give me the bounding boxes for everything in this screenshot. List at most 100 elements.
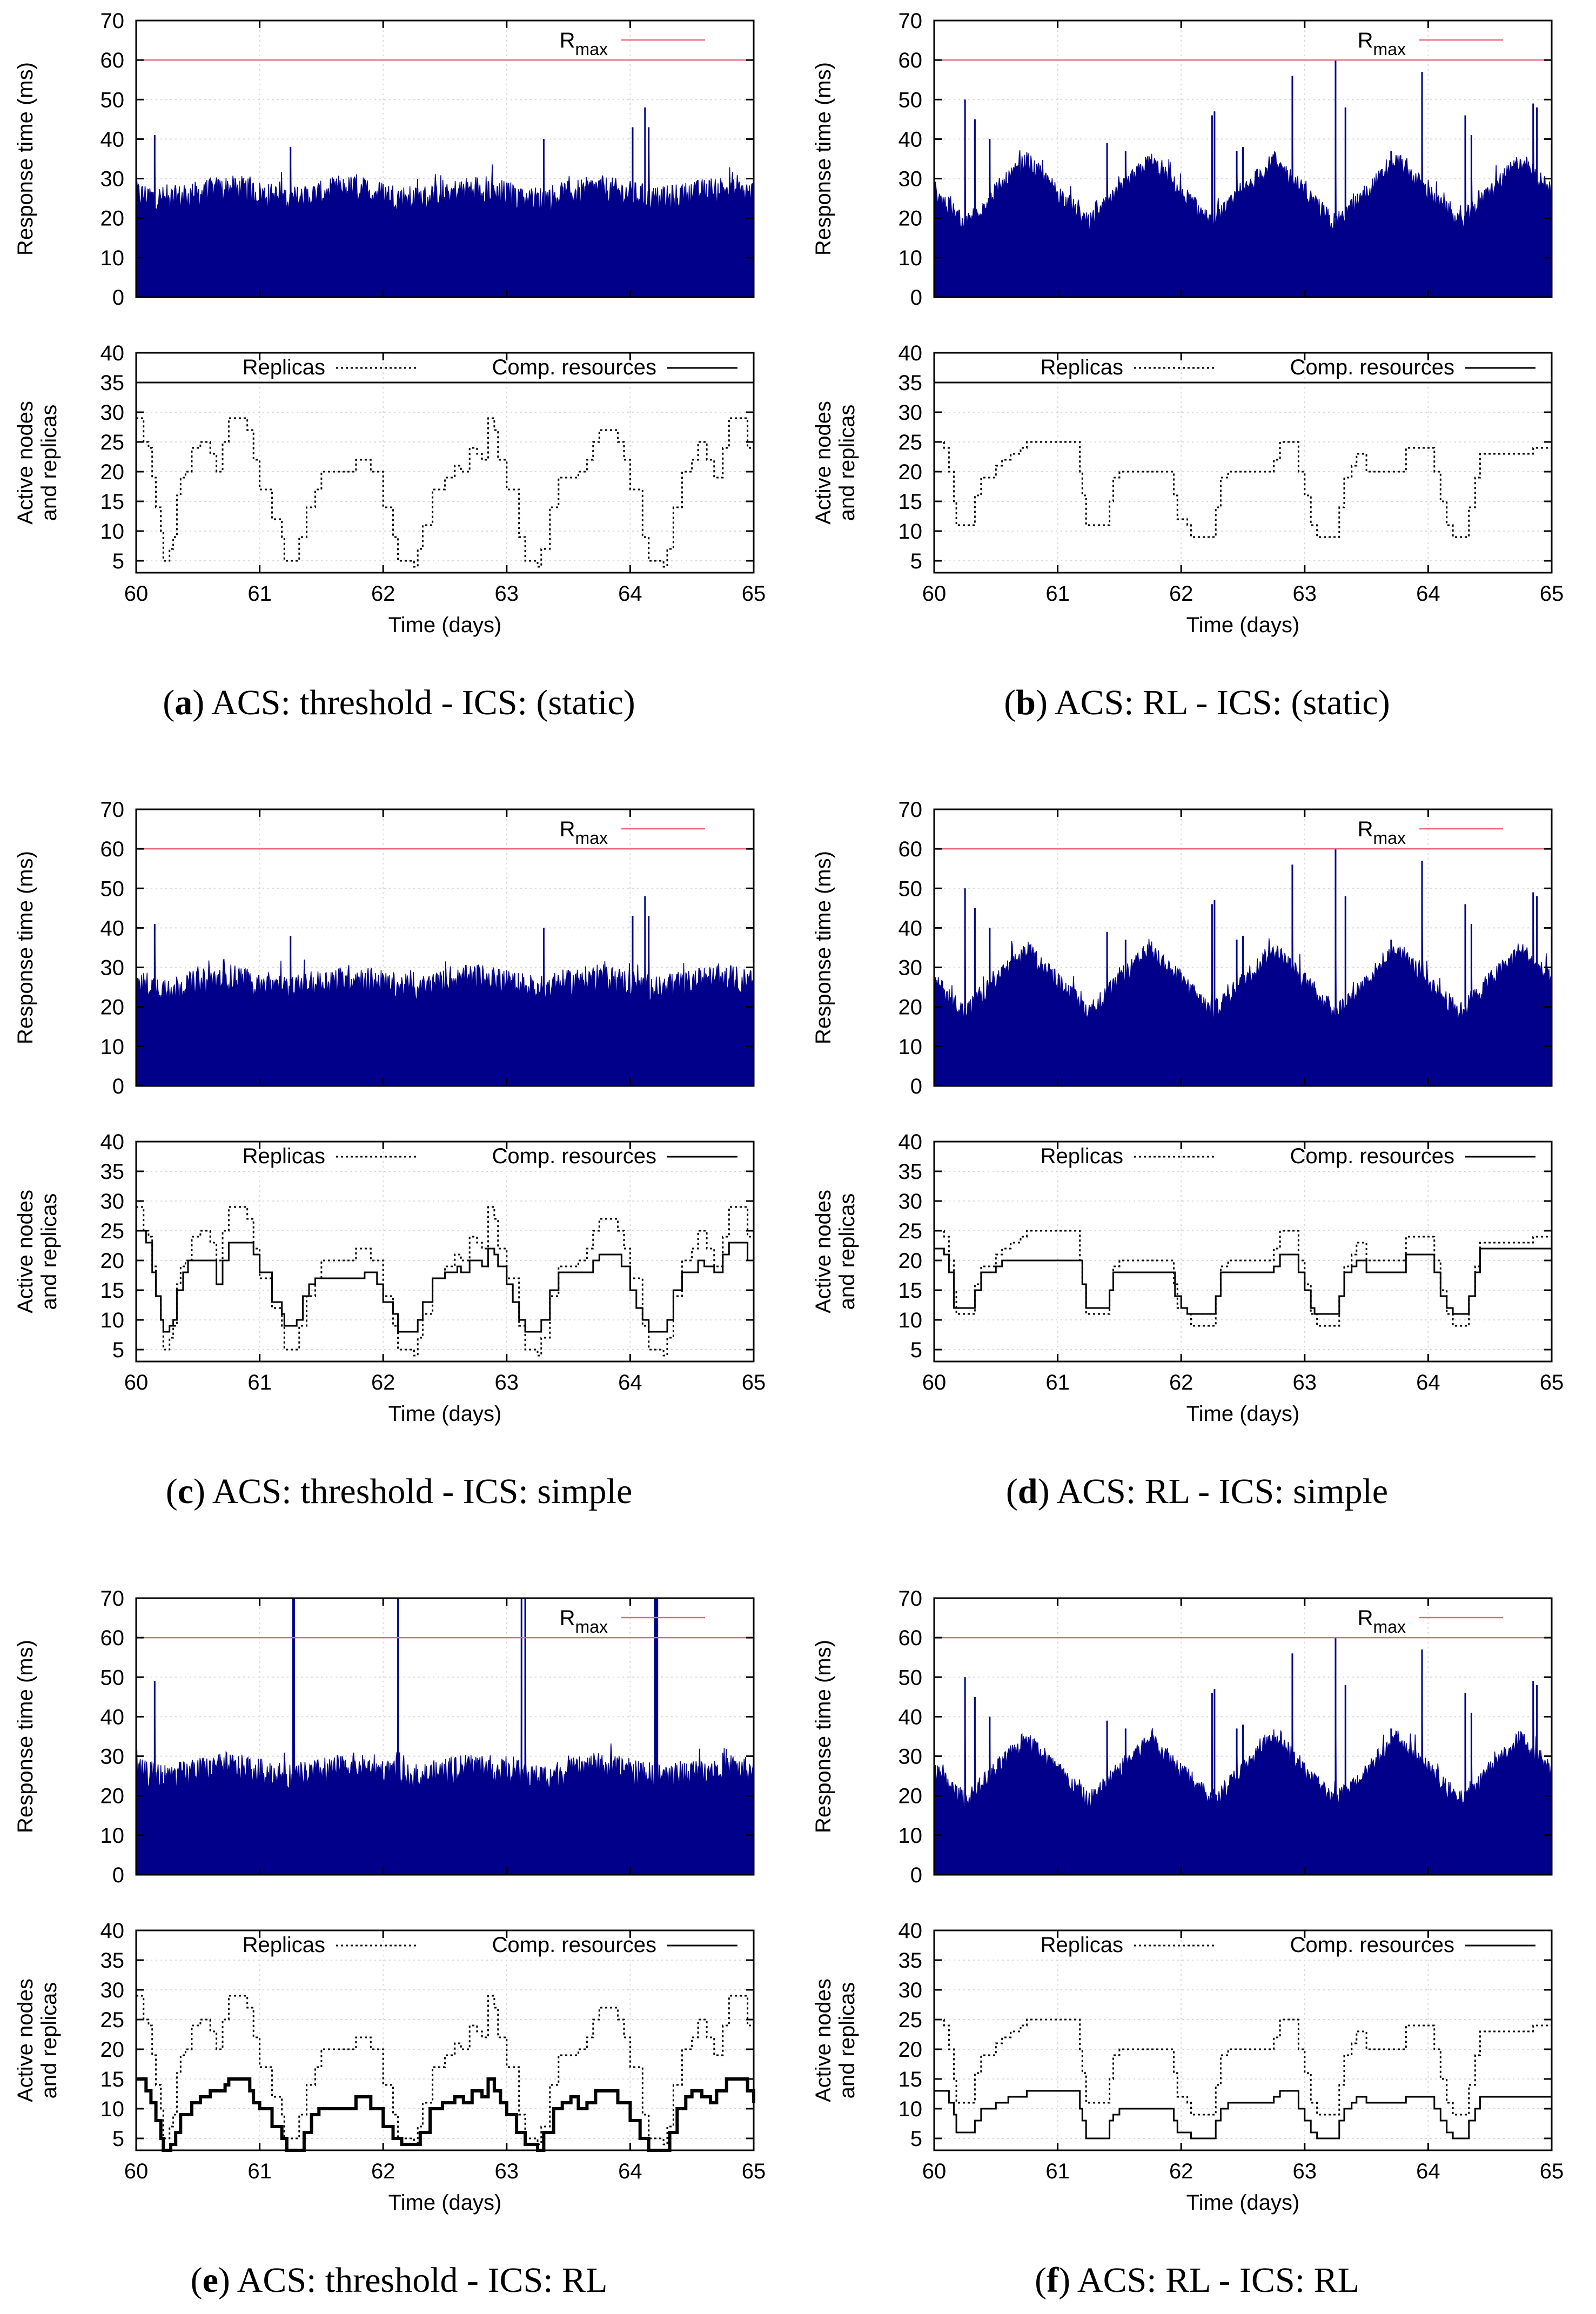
y-tick-label: 20 — [898, 2038, 923, 2062]
y-tick-label: 20 — [898, 207, 923, 231]
legend-replicas-label: Replicas — [1041, 356, 1123, 379]
x-tick-label: 62 — [371, 2159, 395, 2183]
y-tick-label: 0 — [112, 286, 124, 310]
y-axis-label: Response time (ms) — [812, 1640, 835, 1833]
x-tick-label: 65 — [1540, 1371, 1564, 1394]
legend-rmax: Rmax — [560, 817, 705, 848]
y-tick-label: 40 — [898, 1130, 923, 1154]
x-tick-label: 62 — [1169, 1371, 1193, 1394]
caption-letter: c — [177, 1472, 194, 1511]
y-tick-label: 50 — [898, 877, 923, 901]
nodes-chart-a: Replicas Comp. resources 5 10 15 20 25 30 35 40 60… — [14, 341, 766, 637]
y-axis-label-line2: and replicas — [37, 405, 61, 521]
y-tick-label: 5 — [112, 549, 124, 573]
y-tick-label: 20 — [100, 207, 125, 231]
y-tick-label: 40 — [898, 128, 923, 151]
y-axis-label-line2: and replicas — [37, 1982, 61, 2099]
x-tick-label: 65 — [742, 2159, 766, 2183]
y-tick-label: 25 — [100, 2008, 125, 2032]
y-tick-label: 50 — [100, 1666, 125, 1689]
x-tick-label: 61 — [1045, 1371, 1070, 1394]
panel-c: Rmax 0 10 20 30 40 50 60 70 Response time (ms) Rep… — [14, 798, 766, 1426]
response-time-chart-f: Rmax 0 10 20 30 40 50 60 70 Response time (ms) — [812, 1587, 1553, 1887]
y-tick-label: 10 — [100, 246, 125, 270]
x-axis-label: Time (days) — [388, 613, 502, 637]
y-tick-label: 15 — [898, 490, 923, 514]
plot-frame — [933, 1141, 1553, 1363]
legend-rmax-r: R — [1358, 817, 1373, 841]
response-time-area — [136, 896, 754, 1086]
legend-rmax-label: Rmax — [560, 817, 608, 848]
caption-letter: e — [202, 2261, 218, 2300]
y-tick-label: 50 — [100, 877, 125, 901]
y-tick-label: 70 — [100, 798, 125, 822]
y-tick-label: 15 — [100, 1279, 125, 1303]
legend-comp-resources-label: Comp. resources — [1290, 1933, 1454, 1957]
legend-comp-resources-label: Comp. resources — [492, 1144, 656, 1168]
y-tick-label: 0 — [910, 1075, 922, 1098]
legend-nodes: Replicas Comp. resources — [1041, 1144, 1535, 1168]
x-tick-label: 63 — [495, 582, 519, 606]
y-tick-label: 60 — [898, 837, 923, 861]
x-tick-label: 60 — [124, 582, 149, 606]
y-axis-label: Active nodesand replicas — [812, 401, 859, 525]
caption-text: ACS: threshold - ICS: (static) — [211, 683, 635, 722]
y-tick-label: 10 — [100, 1824, 125, 1848]
x-tick-label: 62 — [371, 582, 395, 606]
y-axis-label-line1: Active nodes — [812, 401, 835, 525]
x-tick-label: 61 — [1045, 2159, 1070, 2183]
y-tick-label: 15 — [100, 490, 125, 514]
y-axis-label: Response time (ms) — [14, 62, 37, 256]
x-tick-label: 65 — [742, 1371, 766, 1394]
x-tick-label: 61 — [247, 582, 272, 606]
y-tick-label: 30 — [898, 1745, 923, 1769]
caption-text: ACS: RL - ICS: (static) — [1054, 683, 1390, 722]
response-time-chart-c: Rmax 0 10 20 30 40 50 60 70 Response time (ms) — [14, 798, 755, 1098]
response-time-chart-a: Rmax 0 10 20 30 40 50 60 70 Response time (ms) — [14, 9, 755, 310]
y-axis-label: Response time (ms) — [14, 851, 37, 1044]
y-tick-label: 60 — [100, 1626, 125, 1650]
y-tick-label: 40 — [898, 1919, 923, 1943]
x-tick-label: 62 — [1169, 582, 1193, 606]
y-tick-label: 60 — [898, 1626, 923, 1650]
y-axis-label-line1: Active nodes — [14, 1190, 37, 1313]
x-tick-label: 65 — [1540, 2159, 1564, 2183]
caption-letter: d — [1017, 1472, 1038, 1511]
legend-rmax: Rmax — [560, 1606, 705, 1636]
legend-rmax-label: Rmax — [560, 1606, 608, 1636]
y-tick-label: 30 — [898, 167, 923, 191]
y-tick-label: 40 — [100, 916, 125, 940]
y-axis-label-line1: Active nodes — [14, 1978, 37, 2102]
y-tick-label: 25 — [898, 1219, 923, 1243]
legend-rmax: Rmax — [1358, 817, 1503, 848]
plot-frame — [933, 19, 1553, 298]
y-tick-label: 25 — [100, 1219, 125, 1243]
y-axis-label-line1: Active nodes — [14, 401, 37, 525]
y-tick-label: 40 — [898, 341, 923, 365]
nodes-chart-c: Replicas Comp. resources 5 10 15 20 25 30 35 40 60… — [14, 1130, 766, 1426]
series-line-replicas-threshold-acs- — [136, 417, 755, 568]
y-tick-label: 50 — [898, 1666, 923, 1689]
legend-comp-resources-label: Comp. resources — [492, 356, 656, 379]
y-tick-label: 35 — [100, 371, 125, 395]
x-tick-label: 63 — [495, 2159, 519, 2183]
caption-c: (c) ACS: threshold - ICS: simple — [165, 1472, 633, 1511]
x-tick-label: 60 — [124, 1371, 149, 1394]
x-tick-label: 60 — [922, 2159, 947, 2183]
legend-rmax-sub: max — [1373, 39, 1406, 59]
legend-replicas-label: Replicas — [1041, 1933, 1123, 1957]
y-tick-label: 0 — [910, 286, 922, 310]
response-time-chart-e: Rmax 0 10 20 30 40 50 60 70 Response time (ms) — [14, 1587, 755, 1887]
x-tick-label: 60 — [922, 1371, 947, 1394]
series-line-replicas-threshold-acs- — [136, 1206, 755, 1357]
y-tick-label: 30 — [898, 401, 923, 425]
y-tick-label: 10 — [898, 1035, 923, 1059]
nodes-chart-e: Replicas Comp. resources 5 10 15 20 25 30 35 40 60… — [14, 1919, 766, 2215]
y-tick-label: 70 — [100, 1587, 125, 1611]
y-tick-label: 10 — [898, 520, 923, 544]
y-tick-label: 20 — [100, 996, 125, 1019]
series-line-replicas-rl-acs- — [934, 1230, 1552, 1327]
y-tick-label: 5 — [910, 1338, 922, 1362]
y-tick-label: 15 — [898, 2068, 923, 2091]
